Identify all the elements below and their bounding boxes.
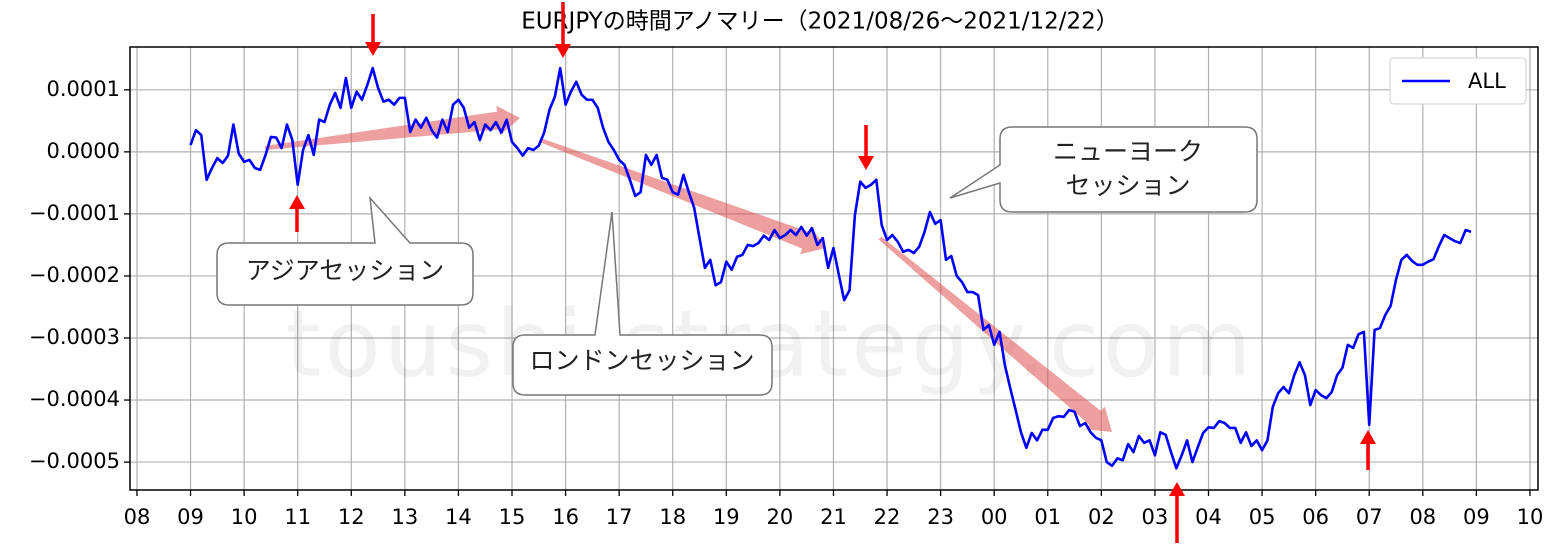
x-tick-label: 05 bbox=[1249, 505, 1276, 529]
series-line bbox=[189, 66, 1472, 470]
x-tick-label: 10 bbox=[231, 505, 258, 529]
x-tick-label: 08 bbox=[1409, 505, 1436, 529]
x-tick-label: 13 bbox=[391, 505, 418, 529]
y-tick-label: −0.0003 bbox=[29, 325, 120, 349]
trend-arrow bbox=[264, 105, 520, 150]
x-tick-label: 12 bbox=[338, 505, 365, 529]
marker-arrow-head bbox=[289, 195, 305, 209]
callout-box bbox=[949, 126, 1258, 213]
marker-arrow-head bbox=[555, 44, 571, 58]
callout-london: ロンドンセッション bbox=[512, 211, 773, 396]
series bbox=[189, 66, 1472, 470]
legend-box bbox=[1389, 57, 1527, 105]
x-tick-label: 09 bbox=[177, 505, 204, 529]
x-tick-label: 14 bbox=[445, 505, 472, 529]
x-tick-label: 22 bbox=[874, 505, 901, 529]
callout-box bbox=[216, 195, 474, 306]
marker-arrow-head bbox=[1169, 482, 1185, 496]
callout-box bbox=[512, 211, 773, 396]
annotation: アジアセッション bbox=[246, 256, 445, 285]
x-tick-label: 03 bbox=[1142, 505, 1169, 529]
x-tick-label: 01 bbox=[1034, 505, 1061, 529]
marker-arrows bbox=[289, 2, 1376, 543]
x-tick-label: 16 bbox=[552, 505, 579, 529]
trend-arrow bbox=[878, 236, 1112, 432]
y-tick-label: −0.0004 bbox=[29, 387, 120, 411]
annotation: ニューヨーク bbox=[1053, 137, 1203, 166]
callout-asia: アジアセッション bbox=[216, 195, 474, 306]
annotation: ロンドンセッション bbox=[529, 346, 754, 375]
y-tick-label: −0.0005 bbox=[29, 449, 120, 473]
legend-label: ALL bbox=[1468, 69, 1506, 93]
x-tick-label: 20 bbox=[767, 505, 794, 529]
y-tick-label: −0.0002 bbox=[29, 263, 120, 287]
y-tick-label: 0.0000 bbox=[47, 139, 120, 163]
x-tick-label: 21 bbox=[820, 505, 847, 529]
trend-arrows bbox=[264, 105, 1112, 432]
x-tick-label: 00 bbox=[981, 505, 1008, 529]
y-tick-label: 0.0001 bbox=[47, 77, 120, 101]
trend-arrow bbox=[539, 138, 826, 255]
callout-newyork: ニューヨーク セッション bbox=[949, 126, 1258, 213]
chart-title: EURJPYの時間アノマリー（2021/08/26〜2021/12/22） bbox=[521, 9, 1119, 35]
marker-arrow-head bbox=[365, 42, 381, 56]
x-tick-label: 06 bbox=[1302, 505, 1329, 529]
x-tick-label: 08 bbox=[124, 505, 151, 529]
x-tick-label: 11 bbox=[284, 505, 311, 529]
x-tick-label: 09 bbox=[1463, 505, 1490, 529]
y-tick-label: −0.0001 bbox=[29, 201, 120, 225]
annotation: セッション bbox=[1065, 171, 1190, 200]
x-tick-label: 04 bbox=[1195, 505, 1222, 529]
x-tick-label: 19 bbox=[713, 505, 740, 529]
legend: ALL bbox=[1389, 57, 1527, 105]
marker-arrow-head bbox=[1360, 430, 1376, 444]
x-tick-label: 07 bbox=[1356, 505, 1383, 529]
marker-arrow-head bbox=[858, 156, 874, 170]
x-tick-label: 18 bbox=[659, 505, 686, 529]
x-tick-label: 17 bbox=[606, 505, 633, 529]
x-tick-label: 02 bbox=[1088, 505, 1115, 529]
x-tick-label: 15 bbox=[499, 505, 526, 529]
x-tick-label: 23 bbox=[927, 505, 954, 529]
x-tick-label: 10 bbox=[1517, 505, 1544, 529]
